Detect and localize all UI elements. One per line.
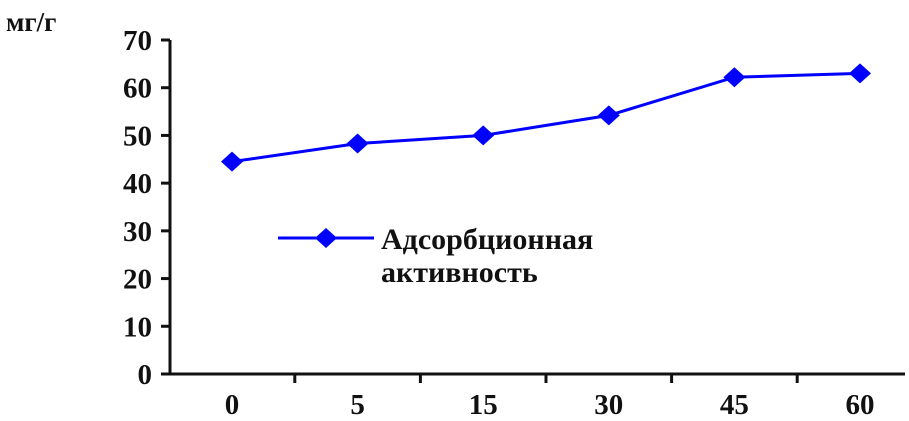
data-point-marker: [597, 105, 620, 126]
x-axis: 0 5 15 30 45 60: [170, 372, 905, 421]
x-tick-label: 45: [720, 389, 749, 421]
y-axis-unit-label: мг/г: [6, 7, 56, 37]
y-tick-label: 40: [123, 168, 152, 200]
series-line: [231, 71, 861, 164]
y-tick-label: 20: [123, 264, 152, 296]
y-axis: 0 10 20 30 40 50 60 70: [123, 25, 172, 391]
x-tick-label: 60: [846, 389, 875, 421]
data-point-marker: [472, 125, 495, 146]
x-tick-label: 5: [350, 389, 365, 421]
series-layer: [221, 63, 871, 172]
data-point-marker: [723, 67, 746, 88]
x-tick-label: 15: [469, 389, 498, 421]
x-tick-label: 30: [594, 389, 623, 421]
y-tick-label: 70: [123, 25, 152, 57]
data-point-marker: [849, 63, 871, 84]
legend-diamond-marker: [315, 228, 337, 248]
y-tick-label: 0: [138, 359, 153, 391]
legend-label-line-1: Адсорбционная: [381, 223, 593, 256]
y-tick-label: 60: [123, 73, 152, 105]
data-point-marker: [346, 133, 369, 154]
data-point-marker: [221, 151, 243, 172]
legend: Адсорбционная активность: [278, 223, 593, 289]
x-tick-label: 0: [225, 389, 240, 421]
y-tick-label: 30: [123, 216, 152, 248]
legend-label-line-2: активность: [381, 256, 538, 289]
y-tick-label: 50: [123, 120, 152, 152]
y-tick-label: 10: [123, 311, 152, 343]
